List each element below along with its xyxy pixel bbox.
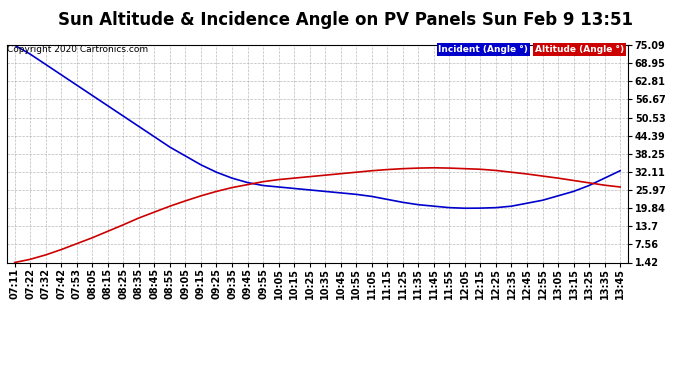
Text: Copyright 2020 Cartronics.com: Copyright 2020 Cartronics.com	[7, 45, 148, 54]
Text: Altitude (Angle °): Altitude (Angle °)	[535, 45, 624, 54]
Text: Incident (Angle °): Incident (Angle °)	[439, 45, 529, 54]
Text: Sun Altitude & Incidence Angle on PV Panels Sun Feb 9 13:51: Sun Altitude & Incidence Angle on PV Pan…	[57, 11, 633, 29]
